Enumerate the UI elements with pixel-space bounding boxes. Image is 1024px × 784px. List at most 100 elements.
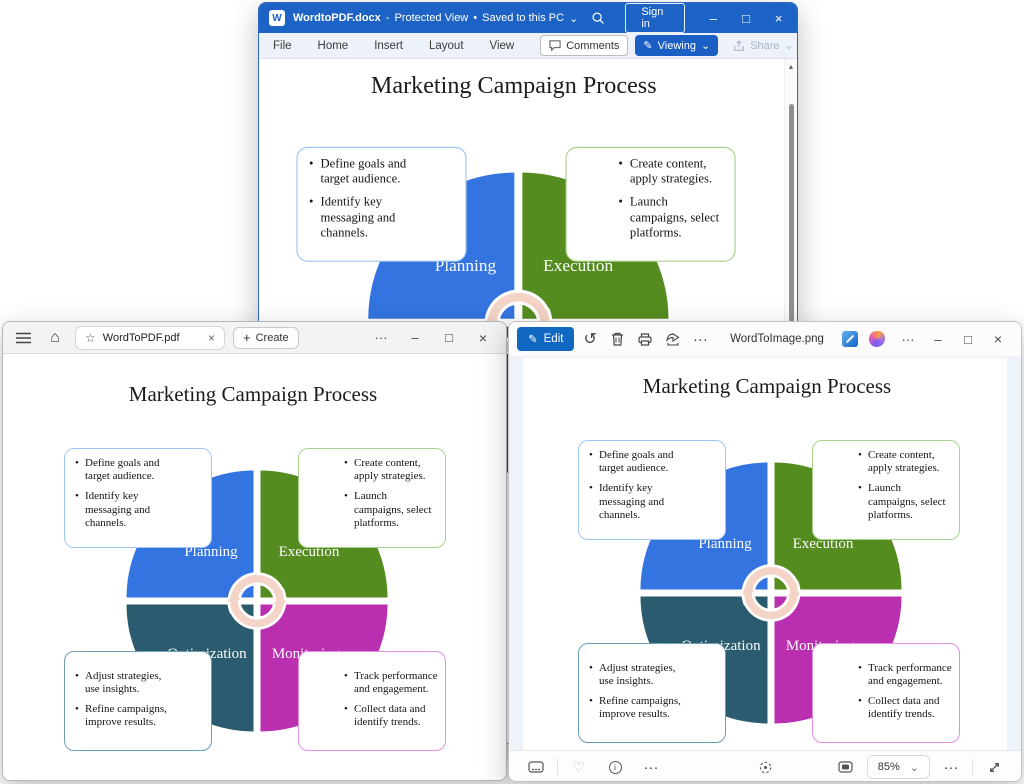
overflow-menu-icon[interactable]: ···: [901, 331, 915, 347]
pdf-page: Marketing Campaign Process Planning Exec…: [3, 354, 506, 780]
bullet-text: Identify key messaging and channels.: [599, 482, 665, 521]
bullet-glyph: •: [75, 457, 79, 469]
overflow-menu-icon[interactable]: ···: [643, 758, 659, 776]
plus-icon: +: [243, 330, 251, 345]
bullet-glyph: •: [75, 703, 79, 715]
zoom-level-dropdown[interactable]: 85% ⌄: [866, 755, 930, 779]
bullet-text: Launch campaigns, select platforms.: [354, 490, 432, 529]
chevron-down-icon[interactable]: ⌄: [569, 12, 579, 25]
minimize-button[interactable]: –: [934, 331, 942, 347]
pdf-diagram-slot: Marketing Campaign Process Planning Exec…: [28, 356, 478, 766]
comments-button[interactable]: Comments: [540, 35, 629, 56]
share-icon[interactable]: [661, 326, 685, 352]
bullet-glyph: •: [344, 703, 348, 715]
scroll-up-arrow-icon[interactable]: ▲: [787, 64, 795, 71]
fullscreen-expand-icon[interactable]: [979, 754, 1009, 780]
menu-home[interactable]: Home: [317, 39, 349, 52]
search-icon[interactable]: [586, 11, 609, 25]
bullet-text: Refine campaigns, improve results.: [85, 703, 167, 729]
minimize-button[interactable]: –: [411, 330, 419, 345]
hamburger-menu-icon[interactable]: [11, 326, 35, 350]
bullet-glyph: •: [75, 490, 79, 503]
maximize-button[interactable]: □: [964, 331, 972, 347]
photos-titlebar: ✎ Edit ↺ ··· WordToImage.png ··· – □ ×: [509, 322, 1021, 356]
maximize-button[interactable]: □: [742, 10, 750, 26]
chevron-down-icon: ⌄: [909, 761, 919, 774]
callout-optimization: • Adjust strategies, use insights. • Ref…: [64, 651, 212, 751]
overflow-menu-icon[interactable]: ···: [374, 330, 388, 345]
bullet-text: Define goals and target audience.: [599, 449, 674, 475]
close-button[interactable]: ×: [993, 331, 1003, 347]
maximize-button[interactable]: □: [445, 330, 453, 345]
sign-in-button[interactable]: Sign in: [625, 3, 685, 33]
info-icon[interactable]: i: [600, 754, 630, 780]
bullet-text: Adjust strategies, use insights.: [599, 661, 676, 687]
bullet-glyph: •: [589, 695, 593, 707]
pen-icon: ✎: [643, 40, 653, 52]
zoom-value: 85%: [877, 761, 900, 773]
zoom-select-icon[interactable]: [750, 754, 780, 780]
close-button[interactable]: ×: [478, 329, 488, 346]
overflow-menu-icon[interactable]: ···: [692, 330, 708, 348]
filmstrip-icon[interactable]: [521, 754, 551, 780]
print-icon[interactable]: [634, 326, 658, 352]
overflow-menu-icon[interactable]: ···: [943, 758, 959, 776]
photos-toolbar: ♡ i ··· 85% ⌄ ···: [509, 750, 1021, 781]
bullet-item: • Launch campaigns, select platforms.: [858, 482, 953, 522]
tab-close-icon[interactable]: ×: [207, 330, 215, 345]
bullet-glyph: •: [309, 157, 314, 171]
star-icon[interactable]: ☆: [85, 330, 96, 345]
bullet-item: • Identify key messaging and channels.: [75, 490, 173, 530]
share-icon: [734, 39, 745, 51]
minimize-button[interactable]: –: [709, 10, 717, 26]
designer-icon[interactable]: [838, 326, 862, 352]
chevron-down-icon: ⌄: [784, 40, 794, 52]
bullet-text: Create content, apply strategies.: [354, 457, 426, 483]
home-icon[interactable]: ⌂: [50, 328, 60, 346]
edit-pencil-icon: ✎: [528, 334, 538, 346]
bullet-item: • Collect data and identify trends.: [858, 695, 953, 721]
image-title: WordToImage.png: [730, 333, 824, 345]
menu-file[interactable]: File: [273, 39, 292, 52]
rotate-icon[interactable]: ↺: [583, 331, 597, 348]
bullet-text: Adjust strategies, use insights.: [85, 669, 162, 695]
close-button[interactable]: ×: [774, 10, 783, 26]
bullet-text: Collect data and identify trends.: [354, 703, 426, 729]
bullet-item: • Create content, apply strategies.: [344, 457, 439, 483]
chevron-down-icon: ⌄: [700, 40, 711, 52]
bullet-text: Refine campaigns, improve results.: [599, 695, 681, 721]
bullet-item: • Launch campaigns, select platforms.: [618, 196, 727, 241]
callout-execution: • Create content, apply strategies. • La…: [565, 146, 736, 262]
marketing-process-diagram: Marketing Campaign Process Planning Exec…: [542, 356, 992, 750]
edit-button[interactable]: ✎ Edit: [517, 327, 575, 351]
tab-wordtopdf[interactable]: ☆ WordToPDF.pdf ×: [75, 325, 225, 350]
menu-view[interactable]: View: [489, 39, 515, 52]
scrollbar-thumb[interactable]: [789, 104, 794, 529]
word-title: WordtoPDF.docx - Protected View • Saved …: [293, 12, 578, 25]
delete-icon[interactable]: [606, 326, 630, 352]
photos-window: ✎ Edit ↺ ··· WordToImage.png ··· – □ ×: [508, 321, 1022, 782]
bullet-text: Identify key messaging and channels.: [85, 490, 151, 529]
fit-to-window-icon[interactable]: [831, 754, 861, 780]
copilot-icon[interactable]: [865, 326, 889, 352]
protected-view-label: Protected View: [394, 12, 469, 24]
share-button[interactable]: Share ⌄: [725, 35, 797, 56]
bullet-item: • Refine campaigns, improve results.: [75, 703, 173, 729]
word-titlebar: W WordtoPDF.docx - Protected View • Save…: [259, 3, 797, 33]
menu-layout[interactable]: Layout: [428, 39, 464, 52]
cycle-arrows-icon: [226, 572, 288, 630]
callout-monitoring: • Track performance and engagement. • Co…: [812, 643, 960, 743]
bullet-item: • Track performance and engagement.: [858, 662, 953, 688]
bullet-glyph: •: [589, 449, 593, 461]
viewing-mode-button[interactable]: ✎ Viewing ⌄: [635, 35, 719, 56]
bullet-item: • Refine campaigns, improve results.: [589, 695, 687, 721]
bullet-text: Define goals and target audience.: [320, 157, 407, 187]
bullet-item: • Adjust strategies, use insights.: [75, 670, 173, 696]
bullet-text: Identify key messaging and channels.: [320, 195, 396, 240]
menu-insert[interactable]: Insert: [374, 39, 403, 52]
photos-canvas: Marketing Campaign Process Planning Exec…: [509, 356, 1021, 750]
create-button[interactable]: + Create: [233, 326, 299, 349]
diagram-title: Marketing Campaign Process: [642, 374, 892, 398]
word-app-icon: W: [269, 10, 285, 26]
favorite-heart-icon[interactable]: ♡: [572, 758, 586, 775]
